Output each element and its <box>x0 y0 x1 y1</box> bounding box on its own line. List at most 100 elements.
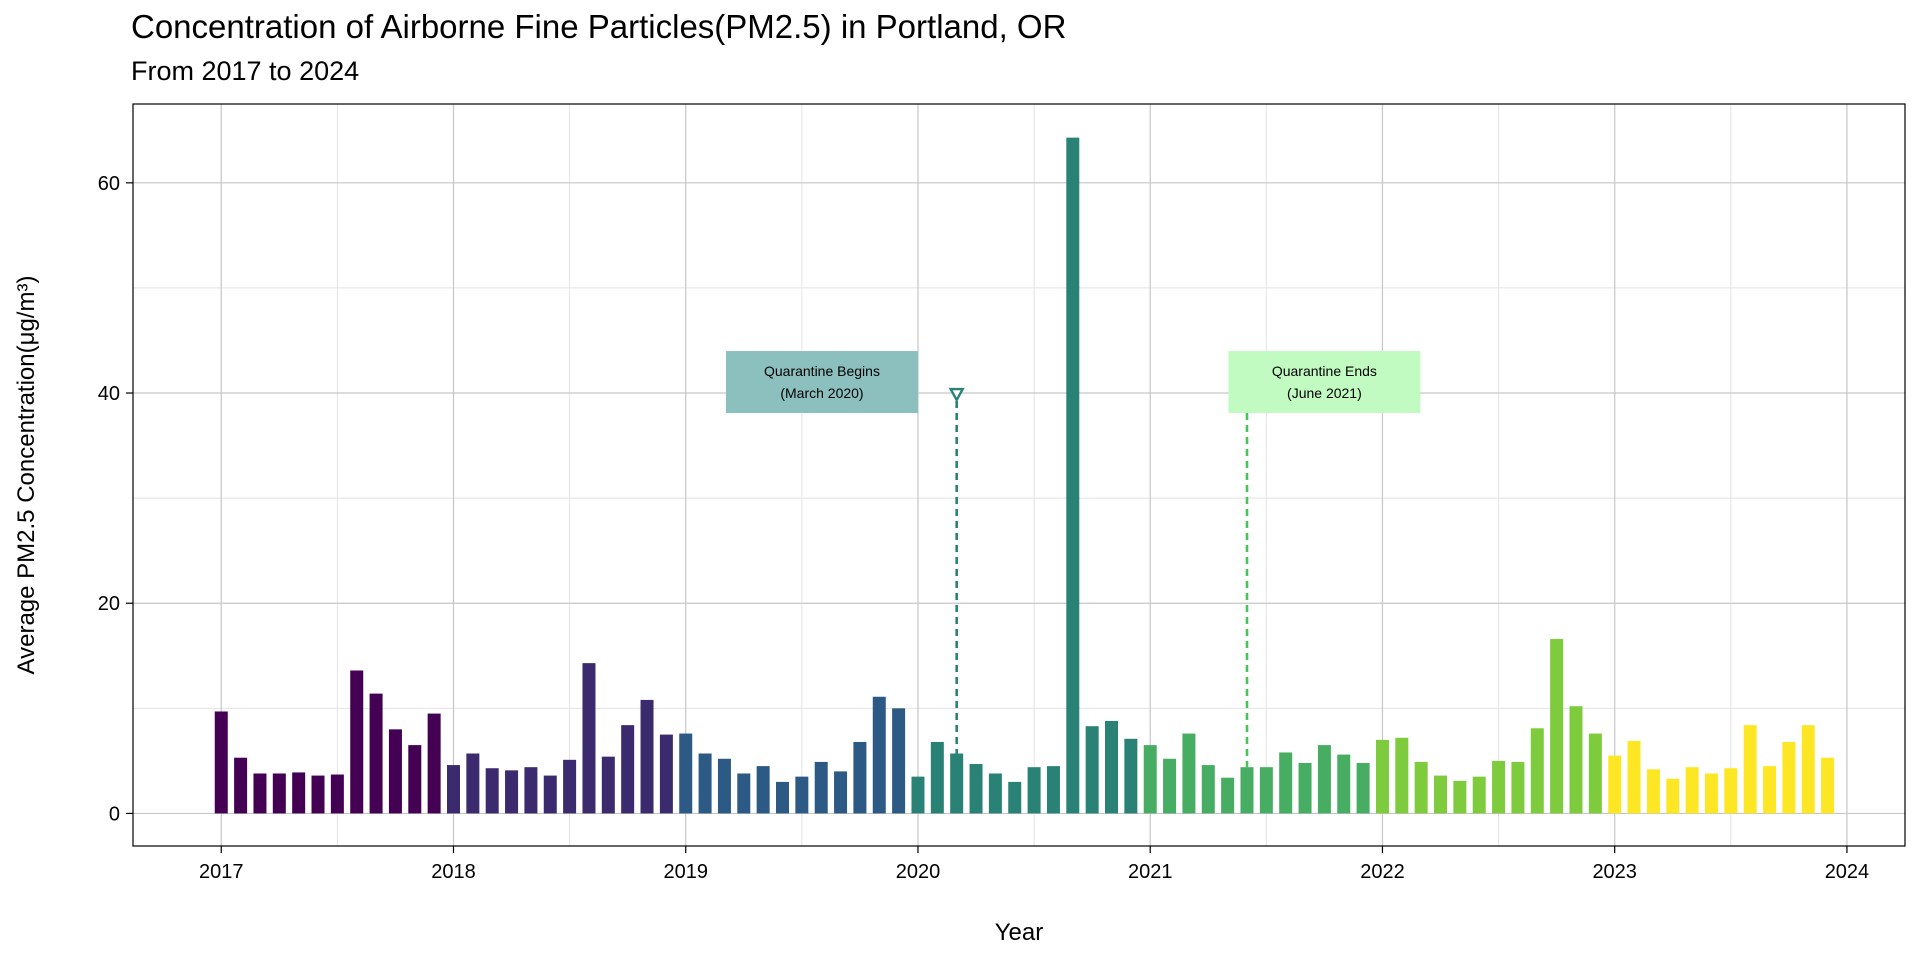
bar <box>776 781 789 814</box>
annotation-label: Quarantine Ends <box>1272 363 1377 379</box>
bar <box>311 775 325 814</box>
bar <box>1221 777 1235 814</box>
annotation-marker-icon <box>948 387 965 403</box>
y-tick-label: 20 <box>98 593 120 615</box>
bar <box>524 767 538 814</box>
bar <box>969 764 983 814</box>
bar <box>1182 733 1196 814</box>
bar <box>1085 726 1099 814</box>
bar <box>1027 767 1041 814</box>
bar <box>1046 766 1060 814</box>
x-tick-label: 2022 <box>1360 861 1405 883</box>
bar <box>1395 737 1409 814</box>
bar <box>1821 757 1835 814</box>
x-tick-label: 2021 <box>1128 861 1173 883</box>
bar <box>1163 758 1177 814</box>
bar <box>1685 767 1699 814</box>
bar <box>659 734 673 814</box>
bar <box>1356 762 1370 814</box>
bar <box>1240 767 1254 814</box>
bar <box>1646 769 1660 814</box>
bar <box>1530 728 1544 814</box>
y-tick-label: 60 <box>98 173 120 195</box>
bar <box>1259 767 1273 814</box>
bar <box>1569 706 1583 814</box>
bar <box>1704 773 1718 814</box>
y-axis-title: Average PM2.5 Concentration(μg/m³) <box>13 276 40 675</box>
bar <box>1801 725 1815 814</box>
bar <box>1627 740 1641 814</box>
annotation-sublabel: (March 2020) <box>780 385 863 401</box>
annotation-label: Quarantine Begins <box>764 363 880 379</box>
bar <box>253 773 267 814</box>
bar <box>1550 638 1564 814</box>
bar <box>601 756 615 814</box>
bar <box>1782 741 1796 814</box>
annotation-sublabel: (June 2021) <box>1287 385 1362 401</box>
chart-subtitle: From 2017 to 2024 <box>131 56 360 86</box>
bar <box>872 696 886 814</box>
bar <box>214 711 228 814</box>
bar <box>950 753 964 814</box>
bar <box>330 774 344 814</box>
bar <box>814 761 828 814</box>
axes: 2017 2018 2019 2020 2021 2022 2023 2024 0 20 40 60 <box>98 173 1869 883</box>
bar <box>582 663 596 814</box>
bar <box>621 725 635 814</box>
bar <box>1763 766 1777 814</box>
bar <box>717 758 731 814</box>
bar <box>988 773 1002 814</box>
annotation-box <box>1228 351 1421 414</box>
bar <box>911 776 925 814</box>
y-tick-label: 40 <box>98 383 120 405</box>
bar <box>737 773 751 814</box>
y-tick-label: 0 <box>109 803 120 825</box>
bar <box>505 770 519 814</box>
x-tick-label: 2019 <box>663 861 708 883</box>
x-tick-label: 2024 <box>1825 861 1870 883</box>
bar <box>427 713 441 814</box>
bar <box>795 776 809 814</box>
annotations: Quarantine Begins (March 2020) Quarantine … <box>725 351 1421 768</box>
bar <box>485 768 499 814</box>
bar <box>1317 745 1331 814</box>
bar <box>853 741 867 814</box>
bar <box>1105 720 1119 814</box>
bar <box>640 699 654 814</box>
x-tick-label: 2018 <box>431 861 476 883</box>
bar <box>272 773 286 814</box>
bar <box>1298 762 1312 814</box>
x-tick-label: 2017 <box>199 861 244 883</box>
bar <box>1201 765 1215 814</box>
bar <box>1066 137 1080 814</box>
bar <box>234 757 248 814</box>
x-tick-label: 2023 <box>1592 861 1637 883</box>
bar <box>1492 760 1506 814</box>
bar <box>1375 739 1389 814</box>
bar <box>1608 755 1622 814</box>
bar <box>1724 768 1738 814</box>
bar <box>446 765 460 814</box>
bar <box>292 772 306 814</box>
bar <box>408 745 422 814</box>
chart-title: Concentration of Airborne Fine Particles… <box>131 8 1067 45</box>
bar <box>1337 754 1351 814</box>
bar <box>1453 780 1467 814</box>
bar <box>1588 733 1602 814</box>
bar <box>1143 745 1157 814</box>
bar <box>563 759 577 814</box>
bar <box>388 729 402 814</box>
bar <box>1743 725 1757 814</box>
bar <box>892 708 906 814</box>
plot-border <box>132 103 1906 847</box>
bar <box>1511 761 1525 814</box>
bar <box>698 753 712 814</box>
x-axis-title: Year <box>995 919 1044 946</box>
bar <box>1434 775 1448 814</box>
bar <box>543 775 557 814</box>
x-tick-label: 2020 <box>896 861 941 883</box>
annotation-box <box>725 351 918 414</box>
bar <box>1008 781 1022 814</box>
bar <box>350 670 364 814</box>
